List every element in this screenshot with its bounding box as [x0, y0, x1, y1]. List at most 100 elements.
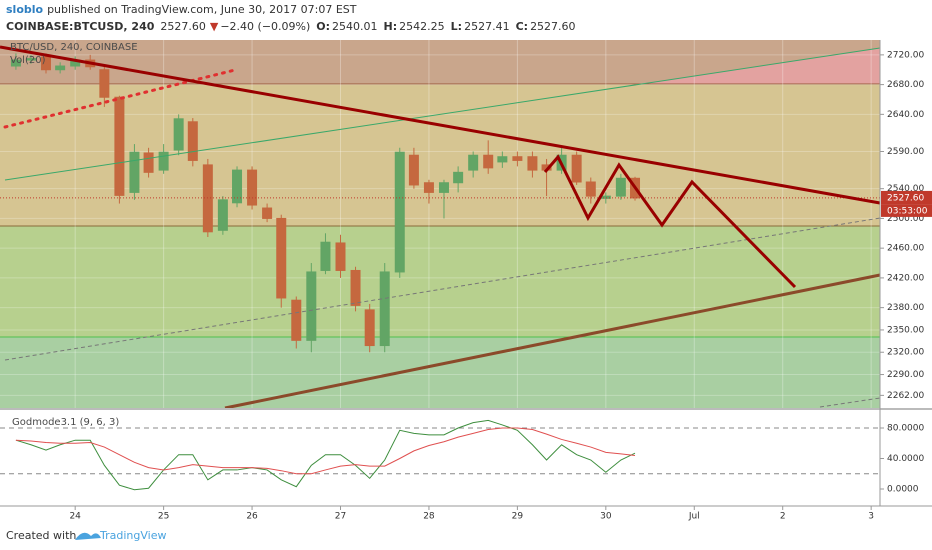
candle-body: [527, 156, 538, 171]
candle-body: [600, 195, 611, 199]
pane-title: BTC/USD, 240, COINBASE: [10, 42, 138, 53]
y-tick-label: 2262.00: [887, 391, 924, 401]
y-tick-label: 2380.00: [887, 303, 924, 313]
logo: [75, 532, 101, 540]
pane-subtitle: Vol(20): [10, 55, 46, 66]
x-tick-label: 24: [69, 512, 81, 522]
indicator-line: [15, 419, 636, 491]
candle-body: [394, 151, 405, 273]
x-tick-label: 28: [423, 512, 435, 522]
dashed-line: [819, 397, 881, 408]
byline: published on TradingView.com, June 30, 2…: [47, 3, 357, 16]
ohlc-label: L:: [451, 20, 462, 33]
support: [224, 273, 881, 410]
channel-line: [4, 47, 881, 181]
ohlc-value: 2527.41: [464, 20, 510, 33]
candle-body: [158, 151, 169, 171]
change: −2.40 (−0.09%): [220, 20, 310, 33]
author: sloblo: [6, 3, 44, 16]
y-tick-label: 2420.00: [887, 273, 924, 283]
price: 2527.60: [160, 20, 206, 33]
ohlc-label: O:: [316, 20, 330, 33]
candle-body: [320, 241, 331, 271]
footer-brand: TradingView: [99, 529, 166, 542]
candle-body: [571, 154, 582, 183]
ohlc-value: 2540.01: [332, 20, 378, 33]
price-axis-bg: [880, 40, 932, 510]
labels: 2720.00 2680.00 2640.00 2590.00 2540.00 2500.…: [69, 50, 932, 522]
resistance: [0, 45, 881, 205]
candle-body: [129, 151, 140, 193]
candle-body: [585, 181, 596, 197]
candle-body: [453, 171, 464, 184]
candle-body: [143, 152, 154, 173]
ohlc-label: H:: [384, 20, 398, 33]
y-tick-label: 2540.00: [887, 184, 924, 194]
candle-body: [512, 156, 523, 161]
y-tick-label: 2290.00: [887, 370, 924, 380]
candle-body: [291, 299, 302, 341]
candle-body: [468, 154, 479, 171]
arrow: ▼: [210, 20, 219, 33]
candle-body: [40, 56, 51, 71]
dotted-trend: [3, 68, 237, 129]
candle-body: [114, 96, 125, 196]
x-tick-label: 26: [246, 512, 258, 522]
symbol: COINBASE:BTCUSD, 240: [6, 20, 155, 33]
x-tick-label: Jul: [688, 512, 700, 522]
candle-body: [55, 65, 66, 71]
header-line: sloblo published on TradingView.com, June…: [6, 3, 357, 16]
countdown-box: [881, 204, 932, 217]
candle-body: [306, 271, 317, 341]
countdown-label: 03:53:00: [887, 206, 928, 216]
candle-body: [335, 242, 346, 271]
x-tick-label: 29: [512, 512, 524, 522]
candle-body: [364, 309, 375, 347]
x-tick-label: 27: [335, 512, 346, 522]
candle-body: [232, 169, 243, 204]
candle-body: [379, 271, 390, 347]
candle-body: [423, 182, 434, 193]
candle-body: [350, 269, 361, 306]
candle-body: [187, 121, 198, 161]
footer-created: Created with: [6, 529, 76, 542]
x-tick-label: 2: [780, 512, 786, 522]
zone: [0, 226, 880, 337]
candle-body: [438, 182, 449, 193]
y-tick-label: 2680.00: [887, 80, 924, 90]
candle-body: [247, 169, 258, 206]
y-tick-label: 2460.00: [887, 244, 924, 254]
y-tick-label: 0.0000: [887, 484, 919, 494]
last-price-box: [881, 190, 932, 205]
y-tick-label: 2590.00: [887, 147, 924, 157]
last-price-label: 2527.60: [887, 193, 924, 203]
candle-body: [173, 118, 184, 151]
x-tick-label: 3: [868, 512, 874, 522]
zone: [0, 337, 880, 408]
ohlc-value: 2527.60: [530, 20, 576, 33]
candle-body: [25, 58, 36, 61]
candle-body: [262, 207, 273, 219]
symbol-line: COINBASE:BTCUSD, 240 2527.60 ▼ −2.40 (−0.09…: [6, 20, 576, 33]
zones: [0, 40, 880, 408]
candle-body: [10, 59, 21, 67]
drawings: [0, 45, 881, 410]
y-tick-label: 80.0000: [887, 424, 924, 434]
candle-body: [615, 177, 626, 197]
y-tick-label: 2320.00: [887, 348, 924, 358]
y-tick-label: 2640.00: [887, 110, 924, 120]
y-tick-label: 2500.00: [887, 214, 924, 224]
candle-body: [497, 156, 508, 163]
candle-body: [276, 217, 287, 299]
x-tick-label: 25: [158, 512, 169, 522]
ohlc-value: 2542.25: [399, 20, 445, 33]
indicator-title: Godmode3.1 (9, 6, 3): [12, 417, 119, 428]
y-tick-label: 40.0000: [887, 454, 924, 464]
projection: [543, 154, 797, 289]
candle-body: [408, 154, 419, 186]
dashed-line: [4, 217, 881, 361]
x-tick-label: 30: [600, 512, 612, 522]
candle-body: [99, 69, 110, 98]
ohlc-label: C:: [516, 20, 528, 33]
